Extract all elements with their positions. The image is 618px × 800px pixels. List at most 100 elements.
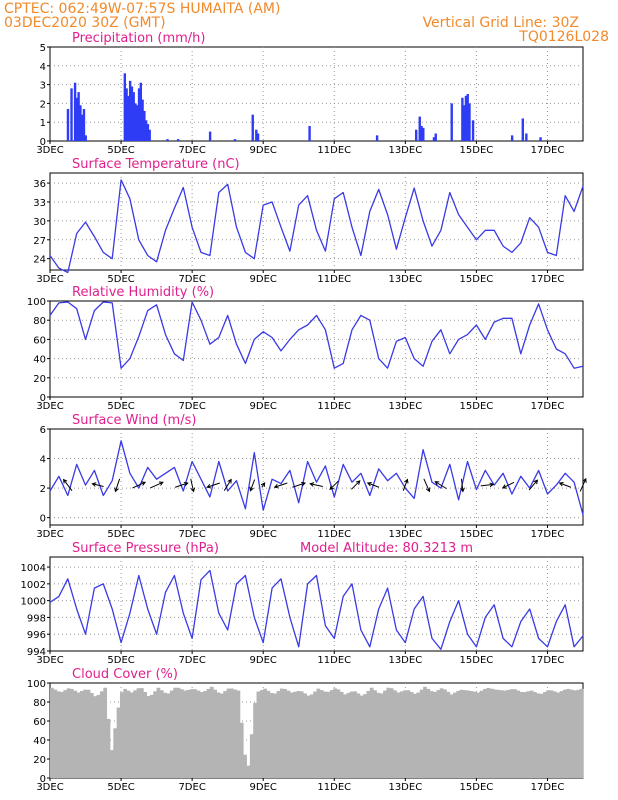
cloud-bar <box>169 690 174 778</box>
header-grid-note: Vertical Grid Line: 30Z <box>423 15 579 31</box>
precip-bar <box>176 139 180 141</box>
cloud-bar <box>126 690 131 778</box>
cloud-bar <box>73 690 78 778</box>
cloud-cover-panel: 0 20 40 60 80 100 3DEC 5DEC 7DEC 9DEC 11DEC 13DEC 15… <box>27 667 584 793</box>
series-line <box>49 301 584 369</box>
precip-bar <box>432 137 436 141</box>
precip-bar <box>468 103 471 141</box>
wind-vector-arrow <box>273 482 288 489</box>
x-tick-label: 3DEC <box>36 401 63 412</box>
precip-bar <box>208 131 212 141</box>
cloud-bar <box>99 691 104 778</box>
precip-bar <box>70 88 73 141</box>
cloud-bar <box>546 690 551 778</box>
cloud-bar <box>543 692 547 778</box>
cloud-bar <box>293 691 297 778</box>
wind-vector-arrow <box>292 481 307 488</box>
cloud-bar <box>253 702 257 778</box>
x-tick-label: 7DEC <box>178 529 205 540</box>
cloud-bar <box>319 690 324 778</box>
precip-bar <box>144 120 148 141</box>
series-line <box>49 179 584 274</box>
y-tick-label: 6 <box>40 425 46 436</box>
cloud-bar <box>439 688 444 778</box>
wind-vector-arrow <box>558 481 572 488</box>
y-tick-label: 40 <box>33 736 46 747</box>
cloud-bar <box>59 691 64 778</box>
cloud-bar <box>339 691 344 778</box>
cloud-bar <box>156 687 161 778</box>
cloud-bar <box>553 691 557 778</box>
cloud-bar <box>246 765 251 778</box>
y-tick-label: 4 <box>40 62 46 73</box>
wind-vector-arrow <box>329 480 339 491</box>
wind-vector-arrow <box>132 481 147 489</box>
cloud-bar <box>133 690 138 778</box>
precip-bar <box>420 125 423 141</box>
cloud-bar <box>233 689 237 778</box>
precip-bar <box>77 92 80 141</box>
precip-bar <box>414 129 418 141</box>
cloud-bar <box>346 692 351 778</box>
cloud-bar <box>453 692 457 778</box>
cloud-bar <box>163 692 167 778</box>
wind-vector-arrow <box>260 482 266 488</box>
cloud-bar <box>476 692 481 778</box>
y-tick-label: 1004 <box>21 563 46 574</box>
precip-bar <box>166 139 169 141</box>
x-tick-label: 9DEC <box>250 655 277 666</box>
cloud-bar <box>359 695 364 778</box>
cloud-bar <box>249 734 254 778</box>
x-tick-label: 11DEC <box>317 401 351 412</box>
precip-bar <box>132 92 135 141</box>
y-tick-label: 20 <box>33 755 46 766</box>
cloud-bar <box>209 686 214 778</box>
x-tick-label: 7DEC <box>178 782 205 793</box>
cloud-bar <box>449 694 454 778</box>
relative-humidity-panel: 0 20 40 60 80 100 3DEC 5DEC 7DEC 9DEC 11DEC 13DEC 15… <box>27 285 584 412</box>
cloud-bar <box>273 693 277 778</box>
precip-bar <box>462 105 466 141</box>
precip-bar <box>256 133 260 141</box>
plot-frame <box>49 556 584 652</box>
y-tick-label: 1000 <box>21 597 46 608</box>
cloud-bar <box>539 693 544 778</box>
cloud-bar <box>63 690 68 778</box>
wind-vector-arrow <box>62 478 73 492</box>
cloud-bar <box>53 689 58 778</box>
x-tick-label: 3DEC <box>36 782 63 793</box>
cloud-bar <box>196 690 201 778</box>
x-tick-label: 3DEC <box>36 655 63 666</box>
precip-bar <box>143 110 146 141</box>
x-tick-label: 15DEC <box>460 782 494 793</box>
precip-bar <box>125 88 128 141</box>
cloud-bar <box>303 693 307 778</box>
precip-bar <box>422 127 425 141</box>
cloud-bar <box>513 689 517 778</box>
cloud-bar <box>256 691 261 778</box>
y-tick-label: 80 <box>33 698 46 709</box>
cloud-bar <box>573 690 577 778</box>
precip-bar <box>79 105 82 141</box>
cloud-bar <box>143 692 148 778</box>
y-tick-label: 0 <box>40 137 46 148</box>
cloud-bar <box>106 718 111 778</box>
panel-title: Cloud Cover (%) <box>72 667 178 682</box>
cloud-bar <box>103 687 108 778</box>
cloud-bar <box>296 691 301 778</box>
cloud-bar <box>563 689 567 778</box>
cloud-bar <box>219 693 224 778</box>
cloud-bar <box>379 693 384 778</box>
cloud-bar <box>189 689 194 778</box>
precip-bar <box>80 114 84 141</box>
cloud-bar <box>443 689 447 778</box>
cloud-bar <box>186 689 191 778</box>
plot-frame <box>49 300 584 398</box>
x-tick-label: 9DEC <box>250 274 277 285</box>
cloud-bar <box>199 692 204 778</box>
x-tick-label: 9DEC <box>250 529 277 540</box>
cloud-bar <box>446 691 451 778</box>
cloud-bar <box>153 691 157 778</box>
plot-frame <box>49 46 584 142</box>
